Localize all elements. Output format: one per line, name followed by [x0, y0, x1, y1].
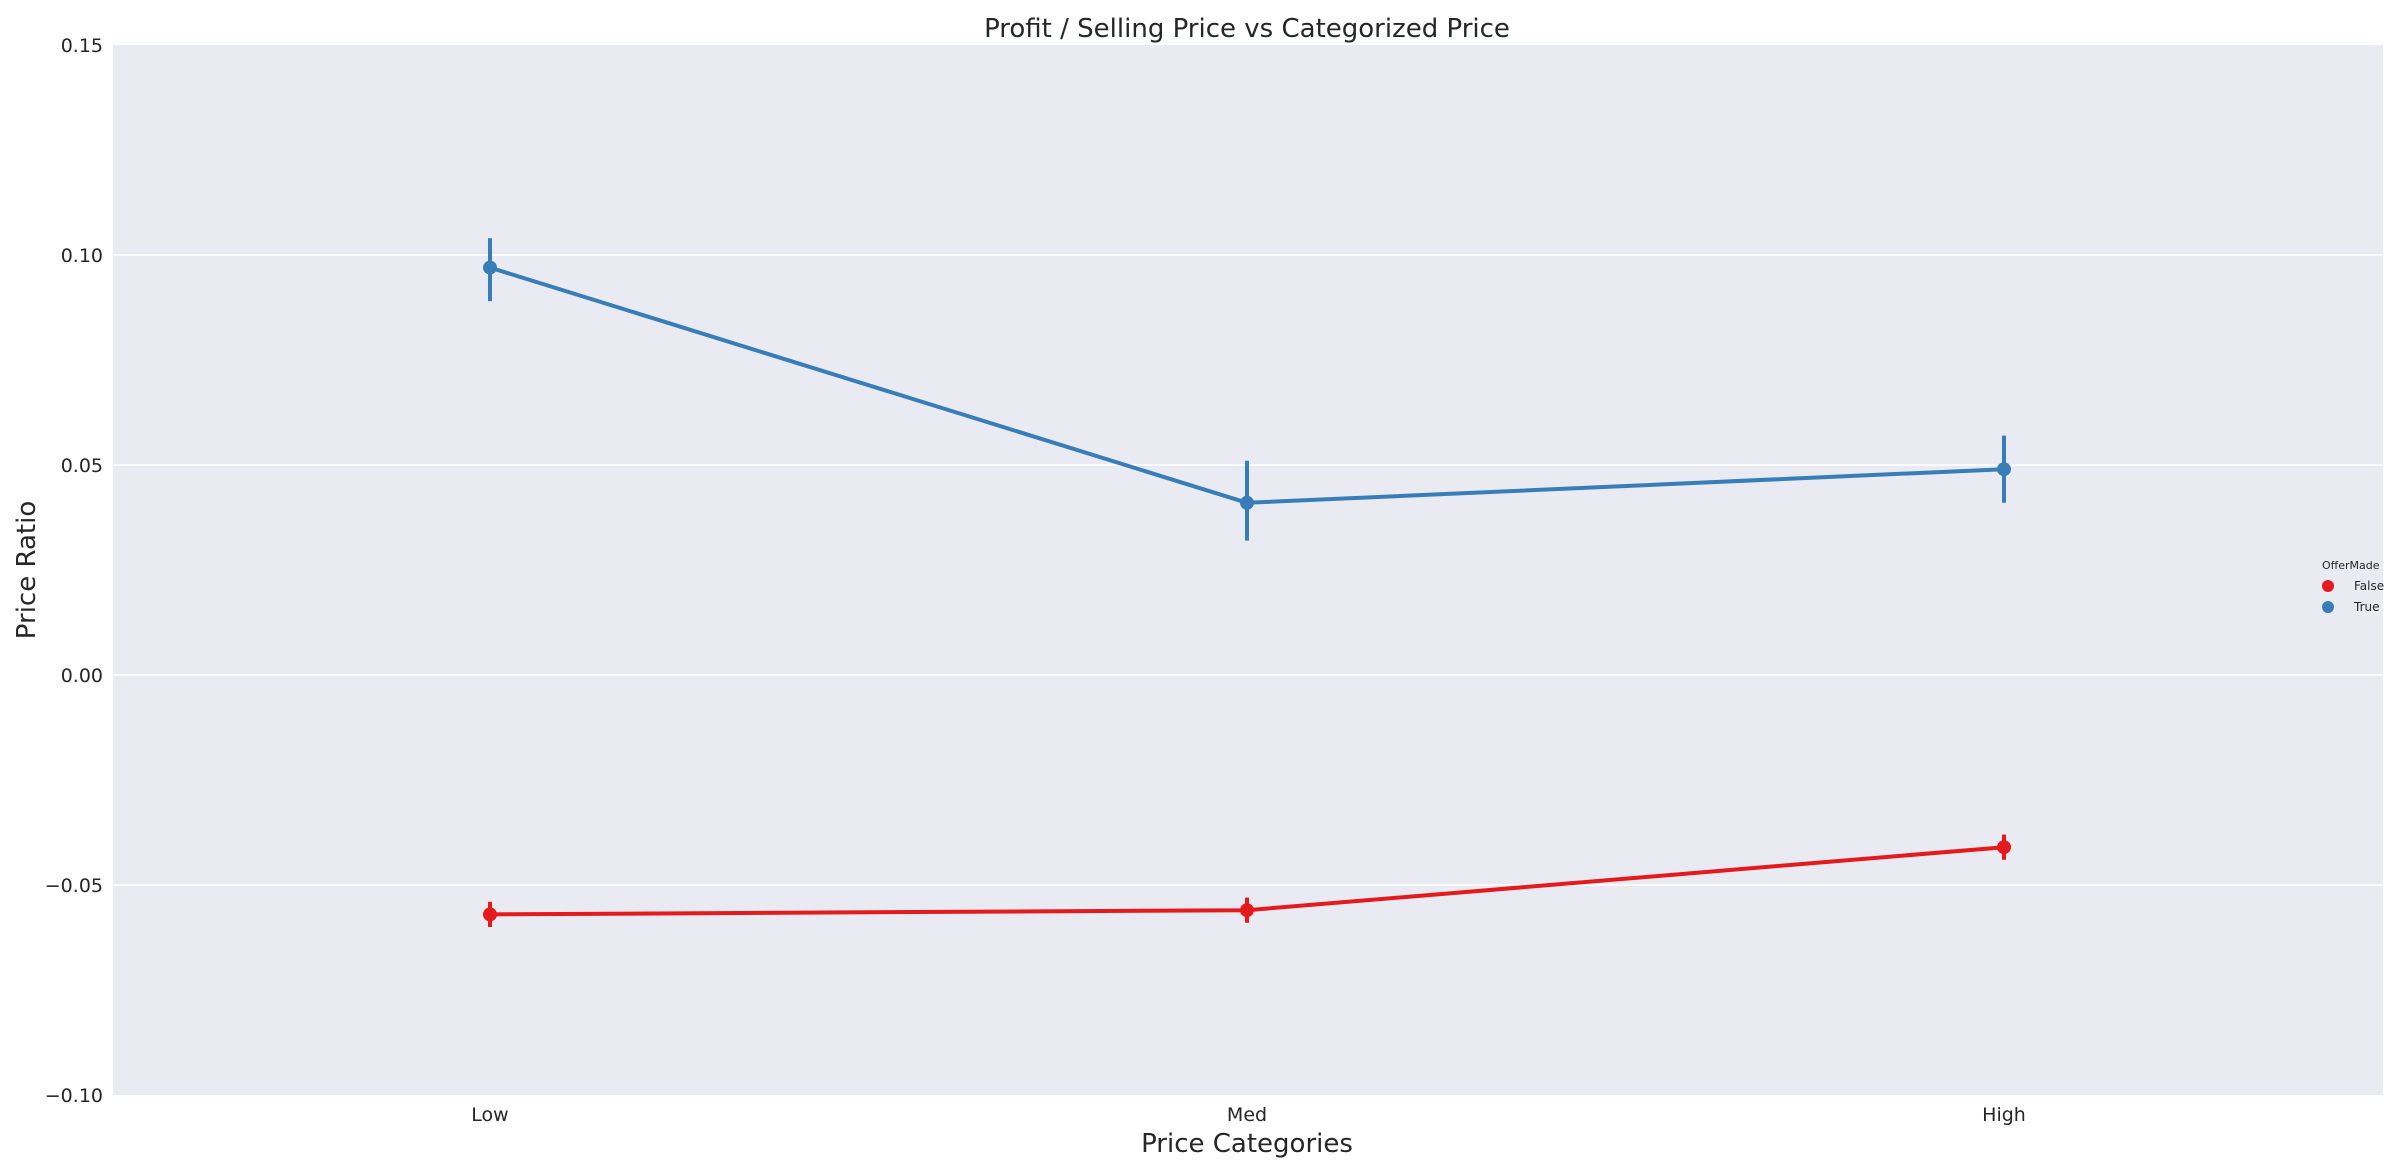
- y-tick-label-0: −0.10: [45, 1085, 103, 1107]
- legend-marker-true: [2322, 601, 2334, 613]
- legend-label-false: False: [2354, 579, 2384, 593]
- x-tick-label-med: Med: [1227, 1104, 1267, 1126]
- legend: OfferMade False True: [2322, 559, 2384, 614]
- y-tick-labels: −0.10 −0.05 0.00 0.05 0.10 0.15: [45, 35, 103, 1107]
- legend-title: OfferMade: [2322, 559, 2380, 572]
- y-tick-label-2: 0.00: [61, 665, 103, 687]
- legend-marker-false: [2322, 580, 2334, 592]
- data-point-true-med: [1240, 495, 1254, 510]
- y-axis-label: Price Ratio: [12, 501, 42, 639]
- y-tick-label-3: 0.05: [61, 455, 103, 477]
- data-point-false-low: [483, 907, 497, 922]
- x-tick-label-low: Low: [471, 1104, 508, 1126]
- x-tick-label-high: High: [1982, 1104, 2026, 1126]
- y-tick-label-1: −0.05: [45, 875, 103, 897]
- data-point-false-med: [1240, 903, 1254, 918]
- chart-title: Profit / Selling Price vs Categorized Pr…: [984, 14, 1510, 44]
- series-layer: [483, 238, 2011, 927]
- legend-label-true: True: [2353, 600, 2380, 614]
- data-point-true-high: [1997, 462, 2011, 477]
- plot-background: [113, 45, 2383, 1095]
- data-point-false-high: [1997, 840, 2011, 855]
- x-axis-label: Price Categories: [1141, 1129, 1353, 1159]
- y-tick-label-5: 0.15: [61, 35, 103, 57]
- y-tick-label-4: 0.10: [61, 245, 103, 267]
- data-point-true-low: [483, 260, 497, 275]
- x-tick-labels: Low Med High: [471, 1104, 2026, 1126]
